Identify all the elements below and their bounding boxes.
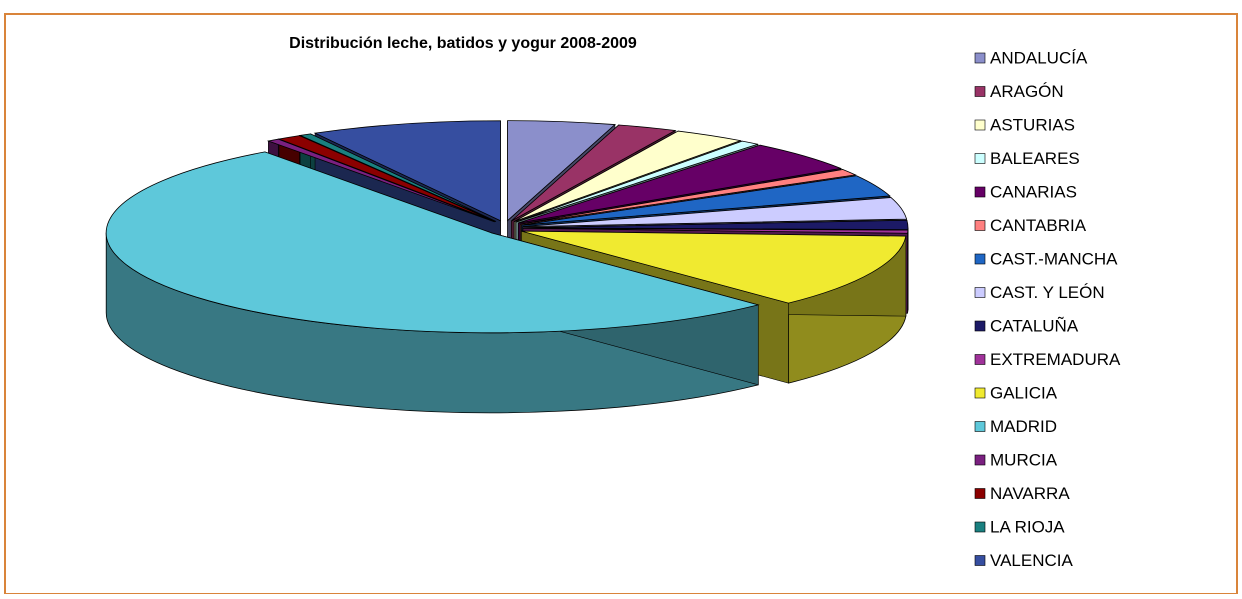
legend-swatch <box>975 53 985 63</box>
legend-swatch <box>975 288 985 298</box>
legend-label: CANTABRIA <box>990 216 1087 235</box>
legend-swatch <box>975 321 985 331</box>
legend-swatch <box>975 154 985 164</box>
legend-label: EXTREMADURA <box>990 350 1121 369</box>
legend-swatch <box>975 187 985 197</box>
legend-label: ARAGÓN <box>990 82 1064 101</box>
legend-swatch <box>975 388 985 398</box>
legend-label: LA RIOJA <box>990 517 1065 536</box>
legend-label: NAVARRA <box>990 484 1070 503</box>
legend-swatch <box>975 422 985 432</box>
legend-label: MADRID <box>990 417 1057 436</box>
legend-label: CATALUÑA <box>990 316 1079 335</box>
legend-swatch <box>975 87 985 97</box>
legend-label: CAST. Y LEÓN <box>990 283 1105 302</box>
legend-label: MURCIA <box>990 450 1058 469</box>
legend-swatch <box>975 556 985 566</box>
legend-label: ANDALUCÍA <box>990 48 1088 67</box>
legend-swatch <box>975 455 985 465</box>
chart-title: Distribución leche, batidos y yogur 2008… <box>289 35 637 52</box>
legend-label: ASTURIAS <box>990 115 1075 134</box>
legend-swatch <box>975 522 985 532</box>
legend-swatch <box>975 254 985 264</box>
legend-label: BALEARES <box>990 149 1080 168</box>
legend-swatch <box>975 120 985 130</box>
legend-swatch <box>975 489 985 499</box>
legend-label: CANARIAS <box>990 182 1077 201</box>
legend-swatch <box>975 355 985 365</box>
legend-swatch <box>975 221 985 231</box>
legend-label: VALENCIA <box>990 551 1073 570</box>
legend-label: CAST.-MANCHA <box>990 249 1118 268</box>
legend-label: GALICIA <box>990 383 1058 402</box>
